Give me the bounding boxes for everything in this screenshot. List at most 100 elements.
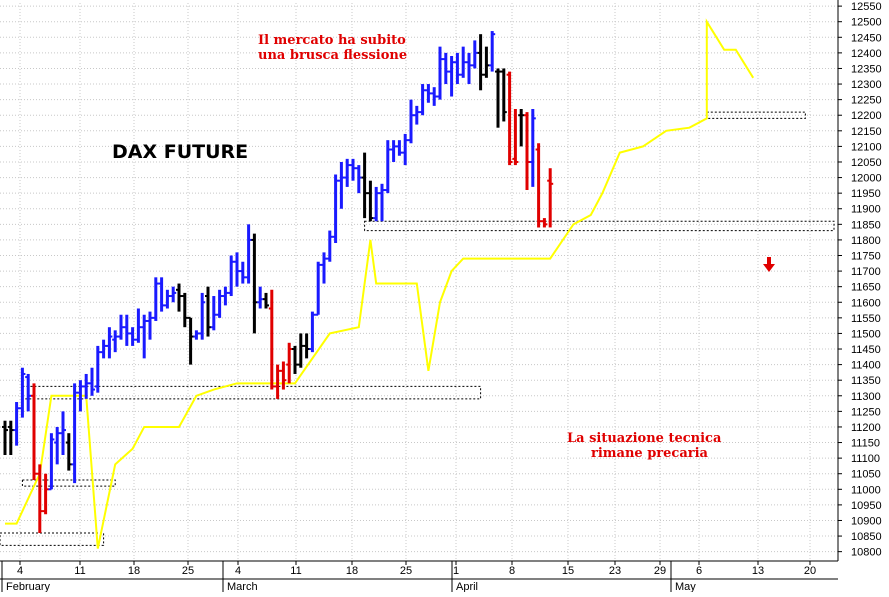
price-bar — [524, 112, 530, 191]
y-tick-label: 11300 — [851, 391, 881, 403]
month-label: February — [6, 581, 51, 592]
price-bar — [19, 367, 26, 418]
x-tick-label: 8 — [509, 565, 515, 577]
price-bar — [13, 402, 20, 446]
y-tick-labels: 10800 10850 10900 10950 11000 11050 11100 11150… — [838, 1, 882, 559]
y-tick-label: 10900 — [851, 515, 882, 527]
price-bar — [477, 34, 484, 91]
price-bar — [112, 330, 119, 353]
support-band — [706, 111, 806, 119]
y-tick-label: 11500 — [851, 328, 881, 340]
price-bar — [141, 314, 148, 359]
support-bands — [0, 111, 835, 546]
price-bar — [60, 411, 66, 456]
price-bar — [77, 380, 84, 412]
x-tick-label: 25 — [182, 565, 194, 577]
price-bar — [483, 46, 490, 78]
price-bar — [129, 327, 136, 346]
price-bar — [158, 277, 165, 312]
price-bar — [518, 108, 525, 147]
price-bar — [361, 152, 368, 219]
y-tick-label: 11200 — [851, 422, 881, 434]
price-bar — [54, 426, 61, 465]
price-bar — [442, 52, 449, 85]
price-bar — [466, 52, 472, 85]
y-tick-label: 12500 — [851, 17, 882, 29]
x-tick-label: 23 — [609, 565, 621, 577]
price-bar — [419, 84, 426, 116]
price-bar — [315, 261, 322, 316]
price-bar — [65, 433, 72, 471]
price-bar — [245, 224, 252, 284]
price-bar — [506, 71, 513, 166]
price-bar — [489, 31, 496, 72]
price-bar — [135, 308, 142, 343]
x-tick-label: 20 — [804, 565, 816, 577]
price-bar — [431, 87, 438, 106]
y-tick-label: 11100 — [851, 453, 880, 465]
x-tick-label: 11 — [290, 565, 301, 577]
y-tick-label: 11250 — [851, 406, 881, 418]
x-tick-label: 18 — [128, 565, 140, 577]
y-tick-label: 10800 — [851, 547, 882, 559]
price-bar — [396, 140, 403, 156]
y-tick-label: 11000 — [851, 484, 881, 496]
x-tick-label: 18 — [346, 565, 358, 577]
month-label: April — [456, 581, 478, 592]
y-tick-label: 12350 — [851, 63, 882, 75]
price-bar — [152, 277, 159, 321]
price-bar — [83, 373, 90, 399]
price-bar — [367, 180, 374, 222]
price-bar — [7, 420, 14, 456]
price-bar — [437, 46, 443, 100]
price-bars — [2, 31, 554, 533]
price-bar — [425, 84, 432, 103]
price-bar — [176, 283, 182, 312]
y-tick-label: 11350 — [851, 375, 881, 387]
price-bar — [413, 105, 420, 125]
y-tick-label: 12450 — [851, 32, 882, 44]
x-tick-label: 4 — [17, 565, 23, 577]
price-bar — [222, 286, 229, 306]
price-bar — [495, 68, 501, 128]
annotation-line: rimane precaria — [591, 446, 709, 461]
trendline-path — [5, 18, 755, 549]
price-bar — [373, 186, 380, 222]
y-tick-label: 12000 — [851, 173, 882, 185]
y-tick-label: 12300 — [851, 79, 882, 91]
price-bar — [355, 165, 362, 194]
price-bar — [384, 140, 391, 194]
y-tick-label: 12250 — [851, 95, 882, 107]
price-bar — [390, 140, 397, 162]
support-band — [21, 385, 482, 400]
price-bar — [170, 286, 177, 303]
price-bar — [71, 383, 78, 484]
annotation-line: una brusca flessione — [258, 48, 407, 63]
price-bar — [36, 464, 43, 533]
price-bar — [48, 433, 55, 491]
price-bar — [193, 330, 200, 340]
chart-title: DAX FUTURE — [112, 141, 248, 163]
x-tick-label: 13 — [752, 565, 764, 577]
price-bar — [280, 361, 287, 390]
y-tick-label: 11450 — [851, 344, 881, 356]
price-bar — [408, 99, 414, 144]
price-bar — [535, 143, 542, 228]
price-bar — [512, 108, 519, 166]
x-tick-label: 4 — [235, 565, 241, 577]
y-tick-label: 11950 — [851, 188, 881, 200]
price-bar — [239, 261, 246, 284]
month-label: March — [227, 581, 258, 592]
annotation-line: Il mercato ha subito — [258, 33, 406, 48]
price-bar — [2, 420, 8, 456]
price-bar — [321, 252, 327, 284]
price-bar — [147, 311, 153, 340]
price-bar — [379, 183, 385, 222]
support-band — [0, 532, 105, 546]
y-tick-label: 11900 — [851, 204, 881, 216]
price-bar — [257, 286, 264, 309]
price-bar — [123, 314, 130, 346]
y-tick-label: 11850 — [851, 219, 881, 231]
